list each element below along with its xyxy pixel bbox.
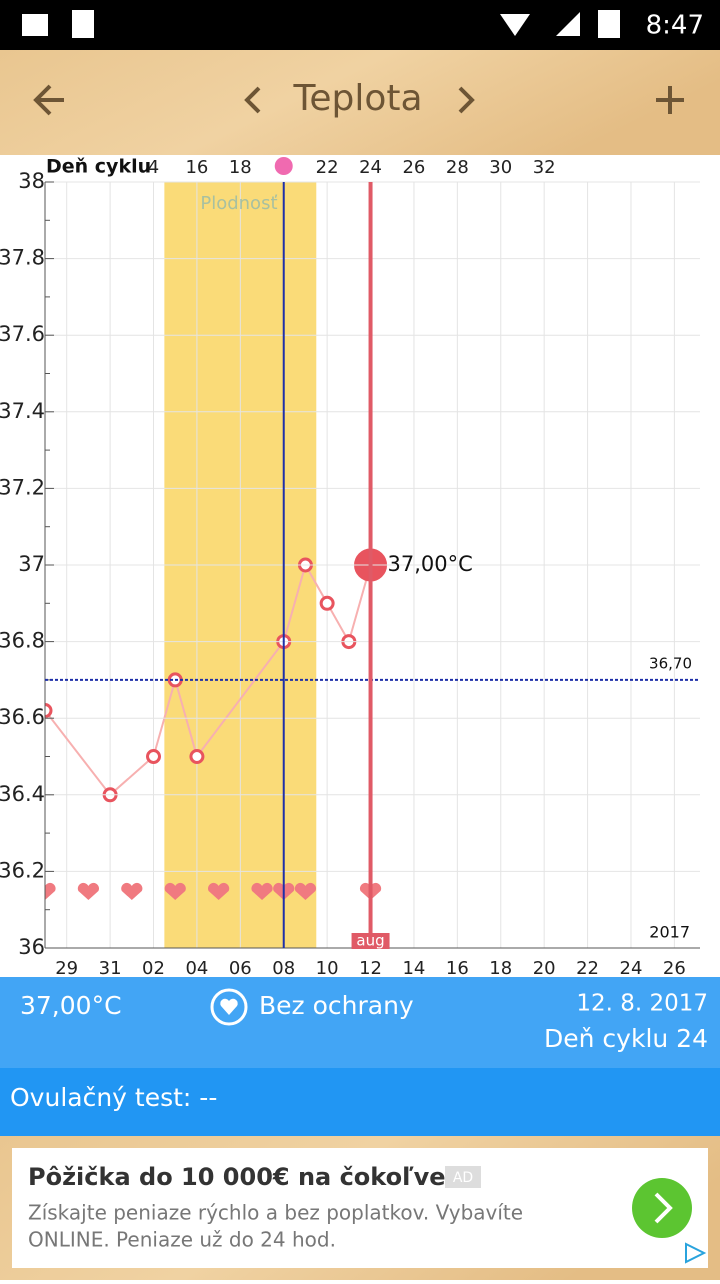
info-date: 12. 8. 2017 xyxy=(576,991,708,1017)
ovulation-panel xyxy=(0,1068,720,1136)
ad-button[interactable] xyxy=(632,1178,692,1238)
x-tick-label: 08 xyxy=(272,958,295,979)
x-tick-label: 20 xyxy=(533,958,556,979)
ad-badge-text: AD xyxy=(453,1170,473,1186)
month-badge xyxy=(351,933,390,949)
cycle-tick-label: 16 xyxy=(185,157,208,178)
ad-title: Pôžička do 10 000€ na čokoľvek xyxy=(28,1163,463,1191)
y-tick-label: 37 xyxy=(18,552,45,576)
x-tick-label: 12 xyxy=(359,958,382,979)
temperature-line xyxy=(45,562,372,797)
heart-mark xyxy=(164,882,186,900)
heart-mark xyxy=(294,882,317,900)
x-tick-label: 04 xyxy=(185,958,208,979)
ad-body: ONLINE. Peniaze už do 24 hod. xyxy=(28,1228,336,1252)
next-button[interactable] xyxy=(458,86,475,114)
x-tick-label: 22 xyxy=(576,958,599,979)
x-tick-label: 06 xyxy=(229,958,252,979)
back-button[interactable] xyxy=(33,84,64,116)
cycle-tick-label: 18 xyxy=(229,157,252,178)
heart-mark xyxy=(77,882,99,900)
y-tick-label: 36.8 xyxy=(0,629,45,653)
add-button[interactable] xyxy=(656,86,684,114)
prev-button[interactable] xyxy=(244,86,261,114)
status-time: 8:47 xyxy=(646,11,704,41)
y-tick-label: 36.6 xyxy=(0,705,45,729)
info-panel xyxy=(0,977,720,1068)
x-tick-label: 24 xyxy=(620,958,643,979)
ovulation-test: Ovulačný test: -- xyxy=(10,1083,217,1112)
ad-card[interactable] xyxy=(12,1148,708,1268)
ad-badge xyxy=(445,1166,481,1188)
heart-icon xyxy=(210,988,248,1026)
signal-icon xyxy=(556,12,580,36)
year-label: 2017 xyxy=(649,923,690,942)
ad-body: Získajte peniaze rýchlo a bez poplatkov.… xyxy=(28,1201,523,1225)
heart-mark xyxy=(251,882,273,900)
toolbar xyxy=(0,50,720,155)
x-tick-label: 16 xyxy=(446,958,469,979)
cycle-tick-label: 22 xyxy=(316,157,339,178)
battery-icon xyxy=(598,10,620,38)
y-tick-label: 36 xyxy=(18,935,45,959)
cycle-tick-label: 28 xyxy=(446,157,469,178)
info-cycle-day: Deň cyklu 24 xyxy=(544,1024,708,1053)
x-tick-label: 14 xyxy=(402,958,425,979)
cycle-tick-label: 30 xyxy=(489,157,512,178)
y-tick-label: 36.2 xyxy=(0,858,45,882)
ovulation-dot xyxy=(274,157,293,175)
cycle-tick-label: 32 xyxy=(533,157,556,178)
info-protection: Bez ochrany xyxy=(259,991,414,1020)
ad-chevron xyxy=(654,1192,673,1224)
chart: Plodnosť 36 36.2 36.4 36.6 36.8 37 37.2 37.4 37.6… xyxy=(0,156,700,979)
y-tick-label: 37.8 xyxy=(0,246,45,270)
heart-mark xyxy=(208,882,230,900)
y-tick-label: 37.2 xyxy=(0,475,45,499)
x-tick-label: 10 xyxy=(316,958,339,979)
temperature-point xyxy=(45,703,53,719)
x-tick-label: 02 xyxy=(142,958,165,979)
cycle-tick-label: 26 xyxy=(402,157,425,178)
cycle-axis-label: Deň cyklu xyxy=(46,156,151,178)
y-tick-label: 37.4 xyxy=(0,399,45,423)
month-label: aug xyxy=(356,932,384,950)
cover-line-label: 36,70 xyxy=(649,654,692,672)
cycle-tick-label: 4 xyxy=(148,157,159,178)
heart-mark xyxy=(121,882,143,900)
heart-mark xyxy=(45,882,56,900)
temperature-point xyxy=(189,749,205,764)
selected-label: 37,00°C xyxy=(388,552,473,576)
y-tick-label: 37.6 xyxy=(0,322,45,346)
cycle-tick-label: 24 xyxy=(359,157,382,178)
status-icon xyxy=(72,10,94,38)
ad-choices[interactable] xyxy=(685,1242,707,1264)
toolbar-title: Teplota xyxy=(292,78,422,119)
wifi-icon xyxy=(500,14,530,36)
temperature-point xyxy=(146,749,162,764)
temperature-point xyxy=(319,595,335,611)
info-temperature: 37,00°C xyxy=(20,991,122,1020)
x-tick-label: 26 xyxy=(663,958,686,979)
heart-icon xyxy=(220,998,238,1015)
x-tick-label: 29 xyxy=(55,958,78,979)
x-tick-label: 18 xyxy=(489,958,512,979)
fertile-label: Plodnosť xyxy=(200,193,277,214)
y-tick-label: 38 xyxy=(18,169,45,193)
status-icon xyxy=(22,14,48,36)
y-tick-label: 36.4 xyxy=(0,782,45,806)
x-tick-label: 31 xyxy=(99,958,122,979)
